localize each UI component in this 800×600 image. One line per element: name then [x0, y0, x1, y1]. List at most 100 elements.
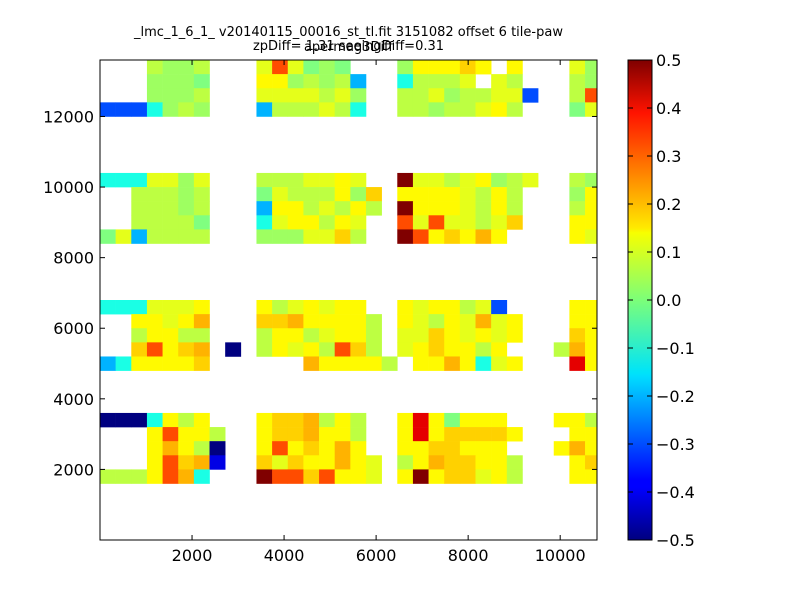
heatmap-cell: [287, 60, 304, 75]
heatmap-cell: [585, 88, 598, 103]
heatmap-cell: [350, 187, 367, 202]
heatmap-cell: [193, 172, 210, 188]
heatmap-cell: [319, 172, 335, 188]
heatmap-cell: [459, 74, 476, 89]
heatmap-cell: [146, 328, 163, 343]
heatmap-cell: [162, 215, 179, 230]
heatmap-cell: [569, 229, 586, 244]
heatmap-cell: [334, 172, 351, 188]
heatmap-cell: [412, 356, 429, 371]
heatmap-cell: [303, 60, 320, 75]
heatmap-cell: [193, 187, 210, 202]
heatmap-cell: [256, 300, 273, 315]
heatmap-cell: [131, 356, 148, 371]
heatmap-cell: [365, 201, 382, 216]
heatmap-cell: [491, 356, 508, 371]
heatmap-cell: [319, 427, 335, 442]
heatmap-cell: [256, 229, 273, 244]
heatmap-cell: [444, 60, 461, 75]
heatmap-cell: [412, 441, 429, 456]
heatmap-cell: [397, 441, 414, 456]
heatmap-cell: [193, 427, 210, 442]
heatmap-cell: [131, 314, 148, 329]
heatmap-cell: [162, 412, 179, 428]
heatmap-cell: [115, 102, 132, 117]
heatmap-cell: [131, 342, 148, 357]
heatmap-cell: [553, 342, 570, 357]
heatmap-cell: [444, 102, 461, 117]
heatmap-cell: [272, 60, 289, 75]
heatmap-cell: [303, 455, 320, 470]
heatmap-cell: [569, 441, 586, 456]
heatmap-cell: [287, 427, 304, 442]
heatmap-cell: [319, 201, 335, 216]
heatmap-cell: [412, 469, 429, 484]
heatmap-cell: [334, 300, 351, 315]
heatmap-cell: [350, 328, 367, 343]
heatmap-cells: [100, 60, 598, 484]
heatmap-cell: [287, 455, 304, 470]
heatmap-cell: [365, 342, 382, 357]
heatmap-cell: [444, 441, 461, 456]
heatmap-cell: [506, 187, 523, 202]
heatmap-cell: [585, 300, 598, 315]
heatmap-cell: [334, 455, 351, 470]
colorbar-tick-label: −0.2: [656, 387, 695, 406]
colorbar: 0.5 0.4 0.3 0.2 0.1 0.0 −0.1 −0.2 −0.3 −0.4 −0.5: [627, 51, 695, 550]
heatmap-cell: [475, 88, 492, 103]
heatmap-cell: [397, 187, 414, 202]
heatmap-cell: [115, 229, 132, 244]
heatmap-cell: [491, 342, 508, 357]
heatmap-cell: [303, 300, 320, 315]
heatmap-cell: [287, 412, 304, 428]
heatmap-cell: [319, 412, 335, 428]
heatmap-cell: [146, 215, 163, 230]
colorbar-tick-label: 0.0: [656, 291, 681, 310]
y-tick-label: 2000: [53, 460, 94, 479]
heatmap-cell: [459, 201, 476, 216]
heatmap-cell: [459, 441, 476, 456]
heatmap-cell: [319, 187, 335, 202]
heatmap-cell: [459, 427, 476, 442]
heatmap-cell: [334, 215, 351, 230]
heatmap-cell: [428, 441, 445, 456]
heatmap-cell: [319, 455, 335, 470]
heatmap-cell: [428, 455, 445, 470]
heatmap-cell: [444, 328, 461, 343]
heatmap-cell: [475, 455, 492, 470]
heatmap-cell: [319, 74, 335, 89]
heatmap-cell: [459, 300, 476, 315]
heatmap-cell: [444, 300, 461, 315]
heatmap-cell: [272, 201, 289, 216]
heatmap-cell: [178, 187, 195, 202]
heatmap-cell: [444, 74, 461, 89]
heatmap-cell: [350, 356, 367, 371]
heatmap-cell: [428, 300, 445, 315]
heatmap-cell: [193, 412, 210, 428]
heatmap-cell: [475, 102, 492, 117]
heatmap-cell: [334, 201, 351, 216]
heatmap-cell: [569, 88, 586, 103]
heatmap-cell: [256, 441, 273, 456]
colorbar-tick-label: 0.4: [656, 99, 681, 118]
heatmap-cell: [428, 342, 445, 357]
heatmap-cell: [193, 328, 210, 343]
heatmap-cell: [178, 469, 195, 484]
heatmap-cell: [475, 427, 492, 442]
heatmap-cell: [115, 300, 132, 315]
heatmap-cell: [506, 356, 523, 371]
heatmap-cell: [569, 187, 586, 202]
heatmap-cell: [491, 328, 508, 343]
heatmap-cell: [428, 172, 445, 188]
heatmap-cell: [303, 427, 320, 442]
heatmap-cell: [412, 300, 429, 315]
heatmap-cell: [162, 201, 179, 216]
heatmap-cell: [412, 229, 429, 244]
x-tick-label: 4000: [264, 546, 305, 565]
heatmap-cell: [412, 102, 429, 117]
heatmap-cell: [569, 412, 586, 428]
heatmap-cell: [365, 356, 382, 371]
heatmap-cell: [475, 314, 492, 329]
heatmap-cell: [162, 60, 179, 75]
heatmap-cell: [178, 356, 195, 371]
